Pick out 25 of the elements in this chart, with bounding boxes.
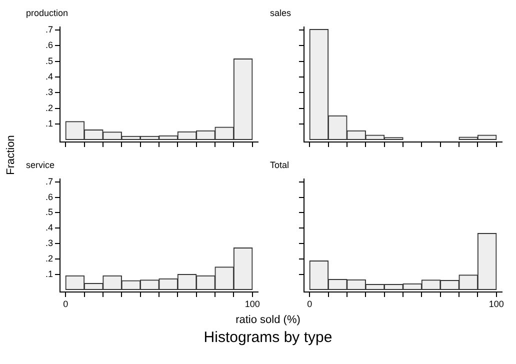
x-tick-label: 100 [244,298,260,309]
y-tick-label: .6 [45,192,53,202]
chart-title: Total [270,160,290,170]
y-axis-title: Fraction [5,135,17,175]
y-tick-label: .4 [45,222,53,233]
y-tick-label: .3 [45,238,53,248]
y-tick-label: .5 [45,207,53,218]
y-tick-label: .4 [45,71,53,82]
y-tick-label: .2 [45,102,53,113]
text: Histograms by type [202,329,334,346]
x-axis-title: ratio sold (%) [234,314,302,326]
x-tick-label: 100 [488,298,504,309]
y-tick-label: .1 [45,118,53,128]
y-tick-label: .1 [45,268,53,279]
y-tick-label: .5 [45,56,53,66]
x-tick-label: 0 [63,298,68,309]
x-tick-label: 0 [307,298,312,309]
y-tick-label: .6 [45,40,53,50]
y-tick-label: .7 [45,176,53,186]
y-tick-label: .2 [45,253,53,264]
chart-title: production [26,8,68,18]
chart-title: sales [270,8,292,18]
y-tick-label: .3 [45,87,53,98]
chart-title: service [26,160,55,170]
y-tick-label: .7 [45,24,53,34]
